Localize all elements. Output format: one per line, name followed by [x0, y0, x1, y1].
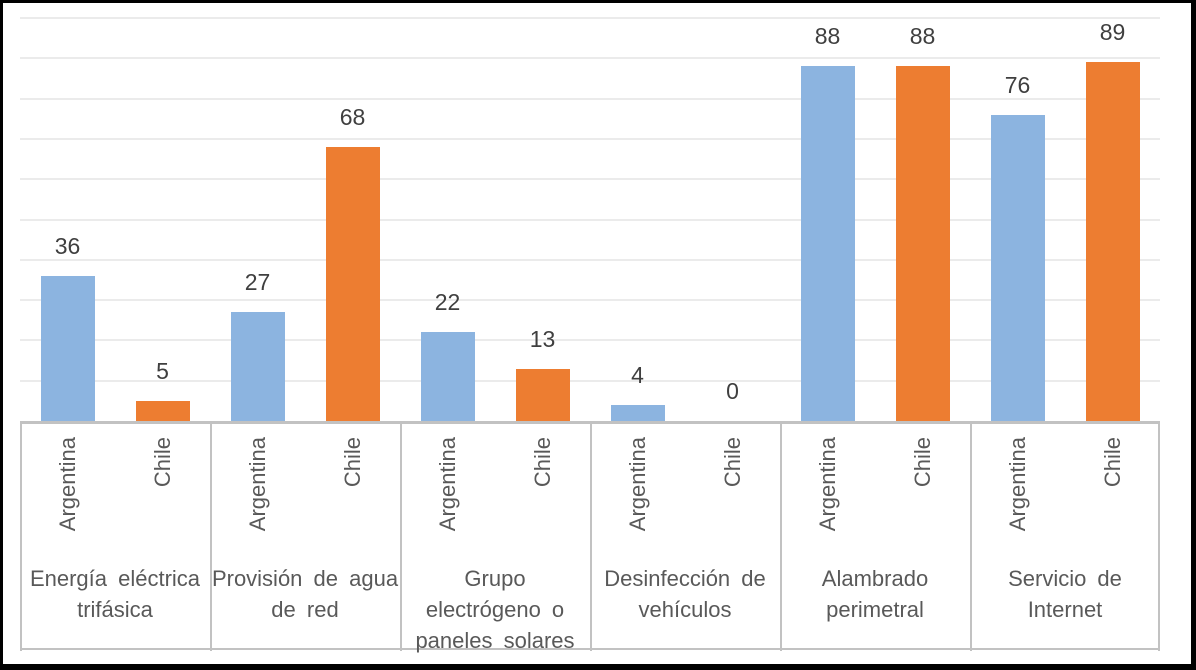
category-label: Provisión de agua de red [210, 563, 400, 625]
bar-value-label: 89 [1099, 19, 1126, 46]
gridline [20, 258, 1160, 261]
category-label-line: electrógeno o [425, 597, 565, 622]
gridline [20, 57, 1160, 60]
series-tick-label: Argentina [244, 437, 270, 532]
bar-value-label: 27 [244, 269, 271, 296]
bar-value-label: 68 [339, 103, 366, 130]
series-tick-label: Argentina [814, 437, 840, 532]
category-label: Desinfección de vehículos [590, 563, 780, 625]
bar-chile [135, 400, 190, 421]
category-label: Servicio de Internet [970, 563, 1160, 625]
category-label-line: Internet [1027, 597, 1103, 622]
category-label: Grupo electrógeno o paneles solares [400, 563, 590, 656]
series-tick-label: Argentina [54, 437, 80, 532]
gridline [20, 97, 1160, 100]
bar-value-label: 88 [909, 23, 936, 50]
bar-chile [895, 66, 950, 421]
series-tick-label: Argentina [1004, 437, 1030, 532]
series-tick-label: Chile [339, 437, 365, 488]
category-label-line: vehículos [638, 597, 732, 622]
gridline [20, 339, 1160, 342]
bar-argentina [800, 66, 855, 421]
category-label-line: Desinfección de [604, 566, 766, 591]
bar-value-label: 5 [156, 357, 169, 384]
category-label: Alambrado perimetral [780, 563, 970, 625]
series-tick-label: Chile [719, 437, 745, 488]
bar-value-label: 13 [529, 325, 556, 352]
plot-area: 36 Argentina 5 Chile Energía eléctrica trifás… [3, 3, 1191, 664]
category-label-line: Energía eléctrica [29, 566, 201, 591]
series-tick-label: Chile [529, 437, 555, 488]
gridline [20, 178, 1160, 181]
bar-value-label: 88 [814, 23, 841, 50]
series-tick-label: Argentina [624, 437, 650, 532]
bar-chile [325, 146, 380, 421]
bar-value-label: 0 [726, 378, 739, 404]
category-divider [970, 424, 972, 651]
category-divider [210, 424, 212, 651]
bar-value-label: 36 [54, 232, 81, 259]
category-label-line: Provisión de agua [211, 566, 399, 591]
series-tick-label: Argentina [434, 437, 460, 532]
category-label-line: Servicio de [1008, 566, 1122, 591]
category-divider [780, 424, 782, 651]
gridline [20, 379, 1160, 382]
bar-value-label: 76 [1004, 71, 1031, 98]
gridline [20, 17, 1160, 19]
gridline [20, 218, 1160, 221]
category-divider [590, 424, 592, 651]
category-label-line: Alambrado [821, 566, 929, 591]
gridline [20, 137, 1160, 140]
gridline [20, 299, 1160, 302]
category-label-line: perimetral [826, 597, 924, 622]
category-label-line: paneles solares [415, 628, 575, 653]
bar-chile [515, 368, 570, 421]
bar-chile [1085, 62, 1140, 421]
series-tick-label: Chile [1099, 437, 1125, 488]
axis-table-left-border [20, 424, 22, 651]
bar-argentina [420, 332, 475, 421]
series-tick-label: Chile [149, 437, 175, 488]
series-tick-label: Chile [909, 437, 935, 488]
bar-argentina [610, 404, 665, 421]
x-axis-line [20, 421, 1160, 424]
category-label-line: de red [271, 597, 339, 622]
bar-argentina [230, 312, 285, 421]
bar-argentina [40, 275, 95, 421]
category-label-line: trifásica [77, 597, 153, 622]
axis-table-right-border [1158, 424, 1160, 651]
bar-argentina [990, 114, 1045, 421]
bar-value-label: 4 [631, 361, 644, 388]
category-label-line: Grupo [464, 566, 526, 591]
category-label: Energía eléctrica trifásica [20, 563, 210, 625]
bar-value-label: 22 [434, 289, 461, 316]
category-divider [400, 424, 402, 651]
